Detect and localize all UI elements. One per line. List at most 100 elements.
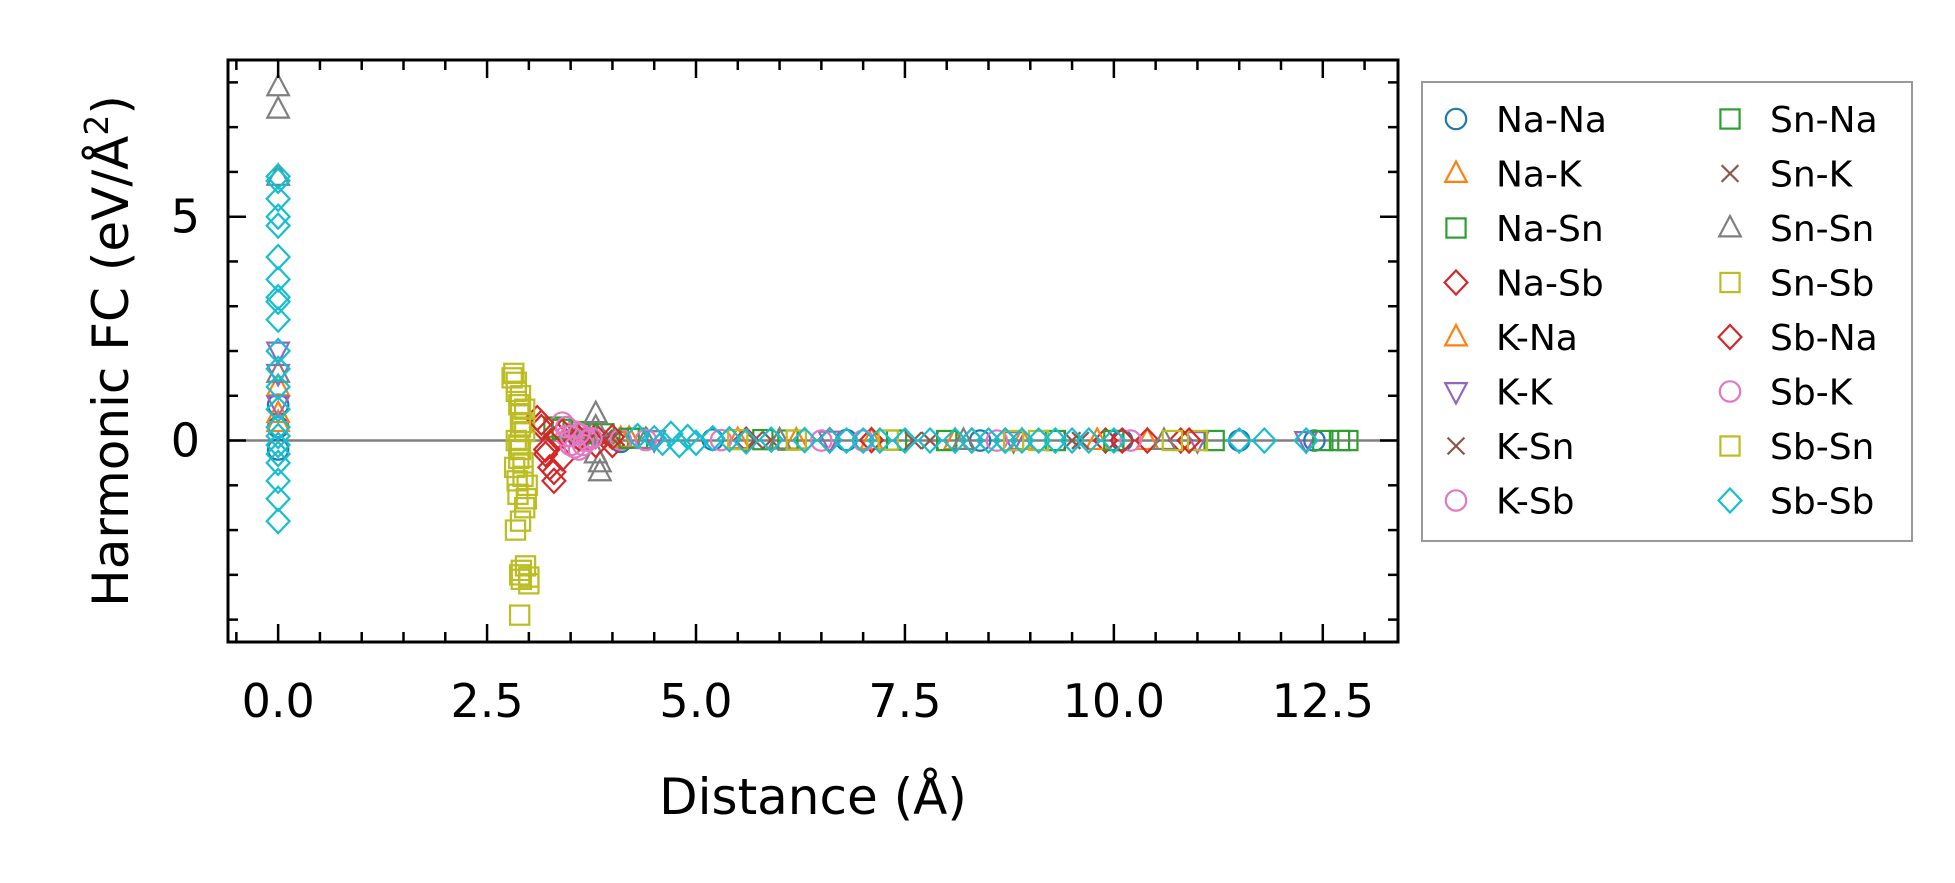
data-point-sn-na [1312,429,1334,452]
legend-label: Sn-Sn [1770,209,1874,250]
data-point-sn-sb [877,429,899,451]
x-tick-label: 7.5 [868,674,941,728]
legend-label: K-Sb [1496,482,1575,523]
legend-label: K-K [1496,373,1554,414]
x-tick-label: 10.0 [1063,674,1165,728]
data-point-sb-sb [658,420,684,448]
data-point-sn-sb [1027,429,1050,452]
data-point-sn-sb [727,428,749,451]
plot-frame [226,58,1400,644]
data-point-sb-k [810,429,833,452]
legend-label: Na-Sn [1496,209,1604,250]
data-point-sb-sn [1002,429,1025,452]
legend-marker-k-sb [1444,489,1468,512]
y-tick-label: 0 [171,414,200,468]
legend-label: Sn-Na [1770,100,1878,141]
data-point-sb-sb [641,424,668,452]
data-point-sb-sb [265,243,292,271]
data-point-sb-sb [265,413,292,441]
data-point-sb-k [580,426,603,450]
data-point-sb-sb [1293,426,1319,455]
data-point-na-k [725,425,751,450]
data-point-sb-k [634,428,658,452]
data-point-k-k [641,430,667,454]
data-point-sb-sb [265,203,292,231]
data-point-sn-sb [501,367,523,389]
data-point-sb-sb [265,288,292,316]
y-axis-label: Harmonic FC (eV/Å2) [77,95,140,607]
data-point-sb-sb [265,467,292,495]
data-point-na-sb [532,435,559,464]
legend-marker-sb-sb [1717,486,1743,515]
data-point-sb-sn [508,604,531,626]
data-point-sn-sn [1151,426,1177,451]
legend-label: Na-K [1496,155,1583,196]
data-point-sb-sb [892,426,918,455]
data-point-sb-sb [265,185,292,213]
data-point-sb-sn [508,434,530,456]
data-point-sb-sb [1251,426,1278,455]
data-point-sb-sb [265,440,292,468]
data-point-sb-sb [1100,426,1127,455]
data-point-k-sb [709,428,733,452]
legend-label: Na-Na [1496,100,1607,141]
data-point-sb-sb [265,485,292,513]
data-point-sb-na [1109,426,1136,455]
data-point-sb-na [541,458,567,486]
data-point-k-na [783,425,809,450]
data-point-sb-sb [1075,426,1102,455]
legend-marker-sn-sb [1719,271,1741,294]
data-point-sb-sn [509,416,532,438]
legend-label: Na-Sb [1496,264,1604,305]
data-markers [265,72,1359,626]
data-point-sn-sn [587,448,613,473]
data-point-sn-sn [583,399,609,424]
legend-marker-na-sn [1445,217,1467,239]
data-point-k-k [1184,431,1211,455]
data-point-sb-sb [265,306,292,334]
data-point-sb-sb [699,424,726,452]
y-axis-label-main: Harmonic FC (eV/Å [82,136,140,607]
data-point-sb-sn [518,573,540,595]
legend-marker-k-sn [1446,436,1466,456]
data-point-sn-sb [1186,429,1209,452]
legend-marker-na-na [1444,107,1468,131]
data-point-k-sn [1071,431,1090,450]
data-point-sn-sn [265,94,291,119]
data-point-sb-sb [265,373,292,401]
data-point-sb-na [582,431,609,459]
data-point-na-k [265,372,291,397]
data-point-sn-sn [950,426,977,451]
x-tick-label: 5.0 [659,674,732,728]
data-point-sb-sb [683,429,709,457]
data-point-sb-na [599,423,626,451]
legend-label: K-Sn [1496,427,1575,468]
data-point-sb-sn [510,559,533,582]
data-point-na-sn [1337,429,1359,452]
data-point-sn-sn [587,457,613,482]
data-point-sb-sn [512,452,534,474]
legend-marker-sn-k [1720,164,1740,183]
data-point-sb-sb [265,265,292,293]
data-point-sb-sb [265,395,292,423]
data-point-sb-sb [866,426,893,455]
legend-label: Sb-K [1770,373,1854,414]
data-point-sn-sn [633,425,659,450]
data-point-sb-sb [265,167,292,195]
data-point-k-sb [1119,429,1142,452]
legend-label: K-Na [1496,318,1578,359]
data-point-sb-sn [513,398,536,420]
data-point-sb-sb [265,449,292,477]
data-point-k-k [1000,431,1027,455]
data-point-sb-sn [515,488,538,510]
legend-box [1421,81,1913,542]
data-point-sn-sn [766,425,793,450]
data-point-sb-sb [791,426,818,454]
data-point-na-k [1009,426,1035,451]
legend-marker-sn-na [1719,108,1741,130]
legend-label: Sn-Sb [1770,264,1874,305]
legend-marker-sb-sn [1719,435,1741,457]
x-axis-label: Distance (Å) [659,768,967,826]
legend-label: Sb-Sb [1770,482,1874,523]
